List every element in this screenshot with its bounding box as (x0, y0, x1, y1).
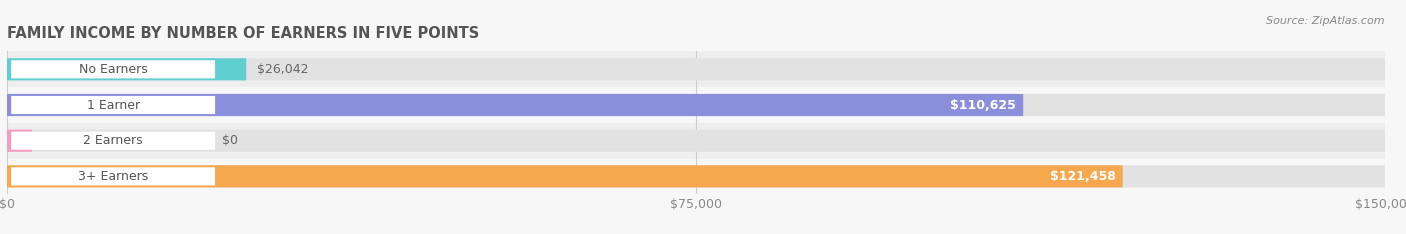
Text: 1 Earner: 1 Earner (87, 99, 139, 112)
Text: $0: $0 (222, 134, 238, 147)
FancyBboxPatch shape (11, 60, 215, 78)
Text: $110,625: $110,625 (950, 99, 1017, 112)
Text: No Earners: No Earners (79, 63, 148, 76)
FancyBboxPatch shape (7, 130, 32, 152)
FancyBboxPatch shape (11, 96, 215, 114)
FancyBboxPatch shape (7, 130, 1385, 152)
FancyBboxPatch shape (7, 94, 1385, 116)
FancyBboxPatch shape (7, 94, 1024, 116)
FancyBboxPatch shape (7, 58, 1385, 80)
FancyBboxPatch shape (7, 165, 1123, 187)
Text: $121,458: $121,458 (1050, 170, 1116, 183)
Text: 2 Earners: 2 Earners (83, 134, 143, 147)
FancyBboxPatch shape (11, 132, 215, 150)
FancyBboxPatch shape (0, 159, 1406, 194)
Text: $26,042: $26,042 (257, 63, 309, 76)
Text: Source: ZipAtlas.com: Source: ZipAtlas.com (1267, 16, 1385, 26)
Text: 3+ Earners: 3+ Earners (77, 170, 148, 183)
FancyBboxPatch shape (11, 167, 215, 186)
FancyBboxPatch shape (7, 58, 246, 80)
FancyBboxPatch shape (7, 165, 1385, 187)
FancyBboxPatch shape (0, 123, 1406, 159)
FancyBboxPatch shape (0, 51, 1406, 87)
Text: FAMILY INCOME BY NUMBER OF EARNERS IN FIVE POINTS: FAMILY INCOME BY NUMBER OF EARNERS IN FI… (7, 26, 479, 40)
FancyBboxPatch shape (0, 87, 1406, 123)
